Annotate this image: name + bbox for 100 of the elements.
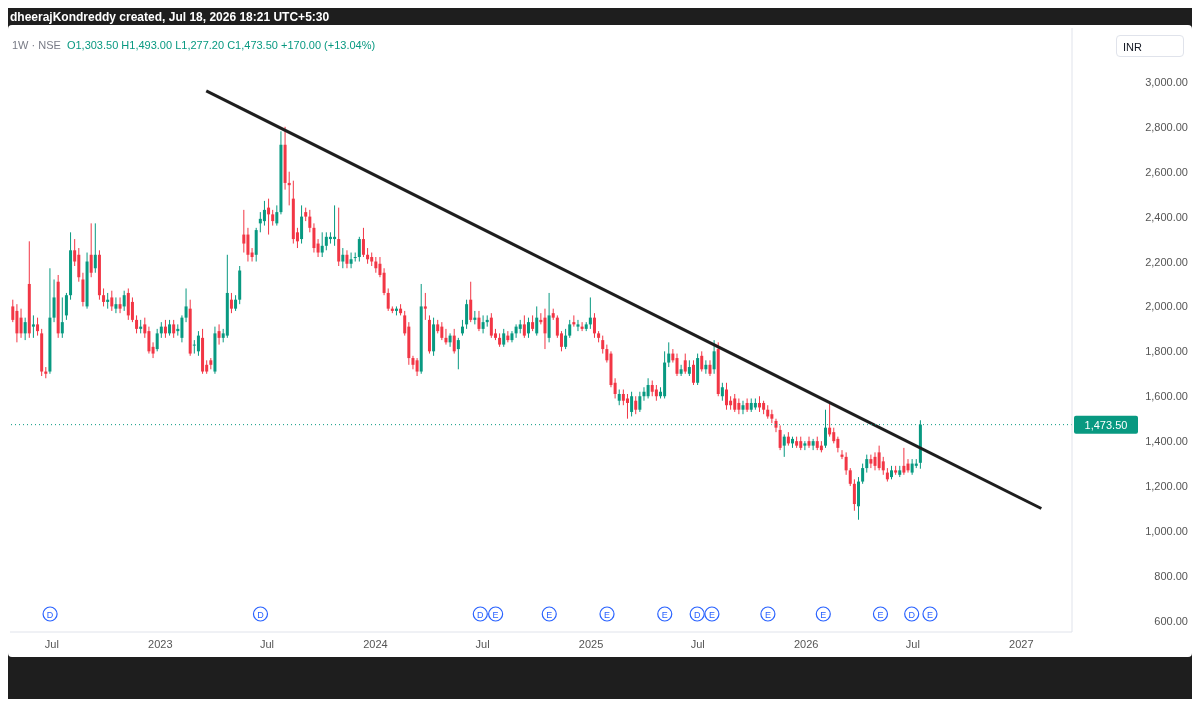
candlestick xyxy=(312,222,316,254)
candlestick xyxy=(349,252,353,269)
y-tick-label: 800.00 xyxy=(1154,569,1188,582)
candlestick xyxy=(320,231,324,258)
candlestick xyxy=(535,305,539,337)
candlestick xyxy=(691,359,695,386)
annotation: E xyxy=(708,610,715,620)
annotation: E xyxy=(661,610,668,620)
candlestick xyxy=(902,447,906,476)
candlestick xyxy=(630,391,634,417)
candlestick xyxy=(89,222,93,278)
annotation: D xyxy=(46,610,54,620)
candlestick xyxy=(700,350,704,373)
event-badge-icon: E xyxy=(760,606,776,622)
event-badge-icon: E xyxy=(599,606,615,622)
candlestick xyxy=(386,287,390,312)
candlestick xyxy=(724,382,728,411)
candlestick xyxy=(770,409,774,424)
x-tick-label: Jul xyxy=(905,637,920,650)
candlestick xyxy=(23,317,27,341)
candlestick xyxy=(638,391,642,413)
y-tick-label: 1,800.00 xyxy=(1145,345,1188,358)
annotation: E xyxy=(877,610,884,620)
candlestick xyxy=(452,328,456,355)
candlestick xyxy=(873,451,877,471)
candlestick xyxy=(126,287,130,321)
candlestick xyxy=(423,292,427,321)
candlestick xyxy=(341,247,345,269)
candlestick xyxy=(19,308,23,339)
x-tick-label: 2024 xyxy=(363,637,388,650)
candlestick xyxy=(807,436,811,449)
event-badge-icon: E xyxy=(815,606,831,622)
candlestick xyxy=(411,355,415,370)
candlestick xyxy=(469,281,473,323)
candlestick xyxy=(361,227,365,258)
candlestick xyxy=(444,328,448,346)
event-badge-icon: E xyxy=(541,606,557,622)
x-tick-label: 2027 xyxy=(1009,637,1034,650)
candlestick xyxy=(180,314,184,343)
candlestick xyxy=(543,308,547,350)
candlestick xyxy=(514,323,518,339)
candlestick xyxy=(737,397,741,415)
candlestick xyxy=(110,290,114,312)
candlestick xyxy=(93,222,97,274)
candlestick xyxy=(869,454,873,469)
candlestick xyxy=(811,438,815,451)
x-tick-label: 2025 xyxy=(578,637,604,650)
x-tick-label: Jul xyxy=(690,637,705,650)
candlestick xyxy=(357,236,361,263)
x-tick-label: Jul xyxy=(475,637,490,650)
candlestick xyxy=(712,339,716,375)
candlestick xyxy=(745,397,749,413)
candlestick xyxy=(741,400,745,415)
candlestick xyxy=(683,353,687,375)
candlestick xyxy=(906,458,910,474)
candlestick xyxy=(258,211,262,233)
candlestick xyxy=(114,296,118,314)
y-tick-label: 2,200.00 xyxy=(1145,255,1188,268)
candlestick xyxy=(522,314,526,339)
annotation: D xyxy=(908,610,916,620)
candlestick xyxy=(196,330,200,357)
text: dheerajKondreddy created, Jul 18, 2026 18:21 UTC+5:30 xyxy=(10,10,330,24)
x-tick-label: 2023 xyxy=(148,637,173,650)
candlestick xyxy=(646,377,650,399)
candlestick xyxy=(316,238,320,258)
y-tick-label: 1,000.00 xyxy=(1145,524,1188,537)
annotation: D xyxy=(257,610,265,620)
annotation: E xyxy=(546,610,553,620)
candlestick xyxy=(250,247,254,263)
candlestick xyxy=(81,272,85,307)
candlestick xyxy=(151,341,155,359)
candlestick xyxy=(262,200,266,227)
annotation: O1,303.50 H1,493.00 L1,277.20 C1,473.50 +170.00 (+13.04%) xyxy=(66,39,376,51)
candlestick xyxy=(667,341,671,368)
candlestick xyxy=(547,292,551,343)
candlestick xyxy=(679,364,683,377)
event-badge-icon: D xyxy=(42,606,58,622)
y-tick-label: 2,000.00 xyxy=(1145,300,1188,313)
candlestick xyxy=(625,393,629,420)
candlestick xyxy=(300,204,304,245)
candlestick xyxy=(308,209,312,233)
candlestick xyxy=(456,337,460,370)
candlestick xyxy=(242,209,246,254)
candlestick xyxy=(275,204,279,227)
candlestick xyxy=(217,323,221,346)
event-badge-icon: E xyxy=(488,606,504,622)
event-badge-icon: E xyxy=(657,606,673,622)
candlestick xyxy=(382,267,386,296)
candlestick xyxy=(31,314,35,339)
candlestick xyxy=(122,290,126,312)
event-badge-icon: E xyxy=(922,606,938,622)
candlestick xyxy=(118,296,122,314)
candlestick xyxy=(52,278,56,323)
candlestick xyxy=(778,424,782,451)
annotation: D xyxy=(477,610,485,620)
candlestick xyxy=(15,303,19,343)
y-tick-label: 3,000.00 xyxy=(1145,75,1188,88)
x-tick-label: 2026 xyxy=(793,637,819,650)
candlestick xyxy=(64,292,68,321)
event-badge-icon: E xyxy=(704,606,720,622)
